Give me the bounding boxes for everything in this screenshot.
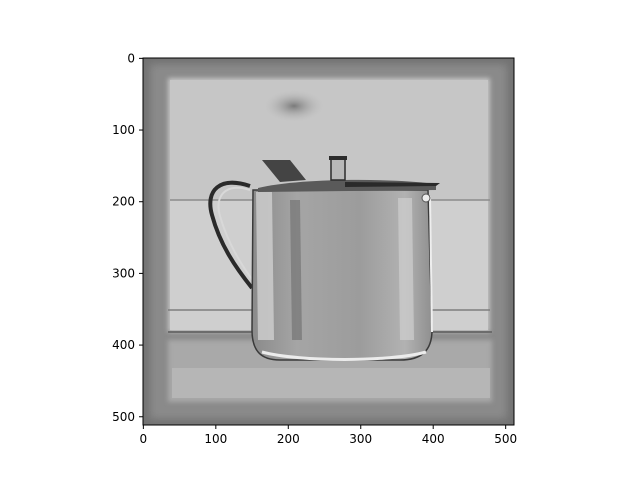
y-tick-label: 200 <box>112 195 135 209</box>
teapot-right-highlight <box>398 198 414 340</box>
teapot-left-highlight <box>256 192 274 340</box>
y-tick-label: 300 <box>112 266 135 280</box>
axes-frame <box>142 57 515 426</box>
teapot-base-reflection <box>261 350 427 361</box>
teapot-shadow-band <box>290 200 302 340</box>
y-tick-label: 400 <box>112 338 135 352</box>
y-tick-label: 100 <box>112 123 135 137</box>
image <box>143 58 514 425</box>
x-tick-label: 100 <box>204 432 227 446</box>
teapot-handle <box>208 180 254 290</box>
x-tick-label: 400 <box>422 432 445 446</box>
teapot-handle-highlight <box>217 186 255 283</box>
y-axis: 0 100 200 300 400 500 <box>112 51 143 424</box>
teapot-knob-cap <box>329 156 347 160</box>
y-tick-label: 0 <box>127 51 135 65</box>
x-axis: 0 100 200 300 400 500 <box>140 425 517 446</box>
x-tick-label: 200 <box>277 432 300 446</box>
x-tick-label: 0 <box>140 432 148 446</box>
teapot-rivet <box>421 193 431 203</box>
x-tick-label: 300 <box>349 432 372 446</box>
x-tick-label: 500 <box>494 432 517 446</box>
teapot-lid-hinge <box>262 160 306 182</box>
teapot-knob <box>330 157 346 181</box>
y-tick-label: 500 <box>112 410 135 424</box>
table-highlight <box>172 368 490 398</box>
backdrop-stain <box>264 90 324 122</box>
teapot-rim-edge <box>429 195 433 333</box>
teapot-spout-edge <box>345 182 440 187</box>
